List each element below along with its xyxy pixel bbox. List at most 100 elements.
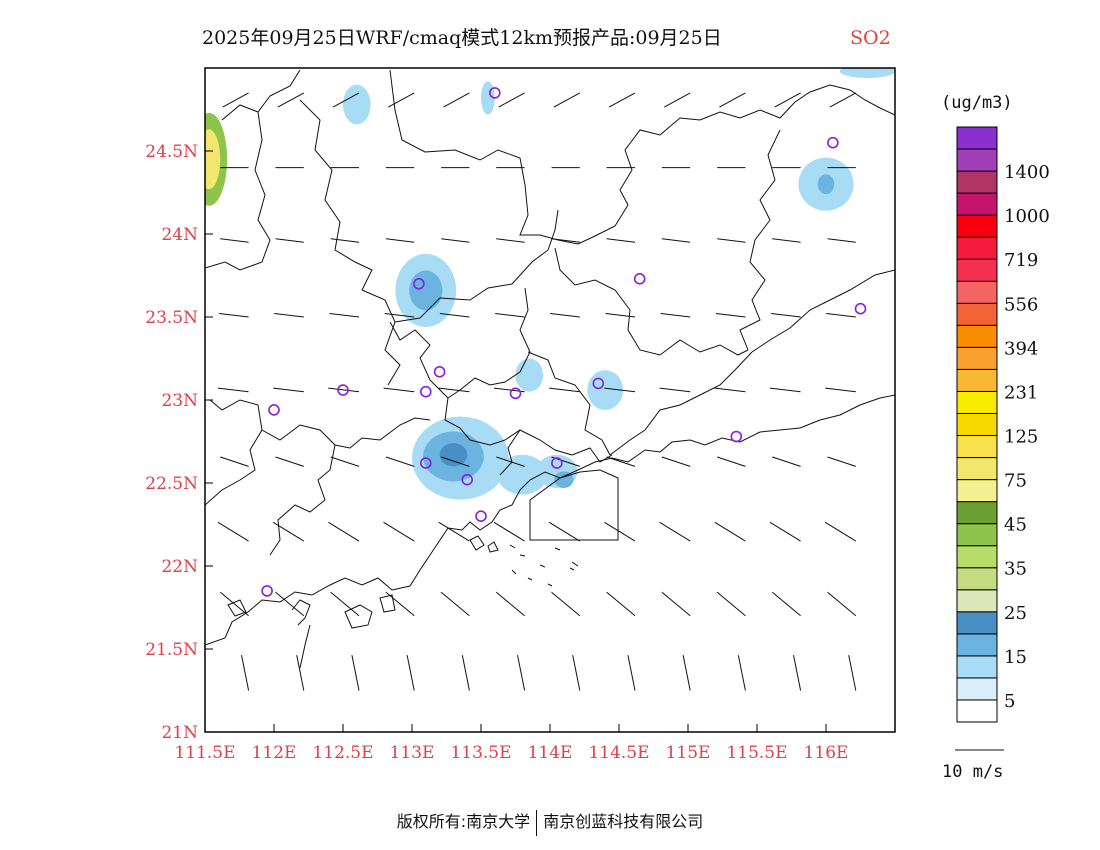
wind-arrow	[439, 388, 470, 393]
concentration-patch	[839, 68, 895, 78]
colorbar-label: 5	[1004, 691, 1015, 712]
station-marker	[730, 430, 743, 443]
wind-arrow	[849, 655, 857, 691]
wind-arrow	[683, 655, 691, 691]
colorbar-label: 1400	[1004, 162, 1050, 183]
concentration-patch	[515, 358, 544, 392]
wind-arrow	[219, 313, 249, 318]
colorbar: 5 15 25 35 45 75 125 231 394 556 719 1000 1400	[956, 126, 1050, 723]
colorbar-segment	[956, 170, 998, 194]
wind-legend: 10 m/s	[942, 750, 1004, 782]
wind-arrow	[273, 388, 304, 393]
x-tick-label: 112E	[252, 743, 297, 763]
wind-arrow	[220, 592, 249, 617]
x-tick-label: 115E	[666, 743, 711, 763]
wind-arrow	[388, 92, 415, 107]
wind-arrow	[717, 457, 746, 467]
y-tick-label: 22.5N	[145, 474, 198, 494]
wind-arrow	[794, 655, 802, 691]
wind-arrow	[830, 92, 857, 107]
wind-arrow	[717, 239, 746, 243]
so2-concentration-field	[205, 68, 895, 500]
station-marker	[827, 136, 839, 149]
wind-arrow	[828, 592, 857, 617]
colorbar-label: 719	[1004, 250, 1038, 271]
colorbar-label: 35	[1004, 559, 1027, 580]
station-marker	[337, 384, 349, 396]
concentration-patch	[439, 443, 468, 467]
wind-arrow	[716, 313, 746, 318]
wind-arrow	[274, 313, 304, 318]
colorbar-segment	[956, 390, 998, 414]
wind-arrow	[717, 592, 746, 617]
colorbar-segment	[956, 501, 998, 525]
colorbar-label: 556	[1004, 294, 1038, 315]
wind-arrow	[828, 457, 856, 467]
wind-arrow	[660, 388, 691, 393]
wind-arrow	[276, 457, 304, 467]
wind-arrow	[278, 92, 305, 107]
colorbar-segment	[956, 192, 998, 216]
y-tick-label: 21N	[161, 723, 198, 743]
station-marker	[419, 457, 432, 469]
wind-arrow	[549, 522, 581, 542]
colorbar-segment	[956, 589, 998, 613]
wind-arrow	[407, 655, 415, 691]
y-tick-label: 24N	[161, 225, 198, 245]
wind-arrow	[518, 655, 526, 691]
station-marker	[475, 510, 487, 523]
wind-arrow	[297, 655, 305, 691]
wind-arrow	[384, 522, 415, 542]
wind-arrow	[664, 92, 691, 107]
wind-arrow	[386, 239, 415, 243]
wind-arrow	[660, 522, 691, 542]
axis-ticks: 111.5E 112E 112.5E 113E 113.5E 114E 114.5E 115E…	[145, 142, 848, 763]
station-marker	[268, 404, 280, 416]
wind-arrow	[607, 457, 636, 467]
wind-arrow	[604, 522, 636, 542]
chart-title: 2025年09月25日WRF/cmaq模式12km预报产品:09月25日	[202, 27, 722, 49]
colorbar-label: 1000	[1004, 206, 1050, 227]
wind-arrow	[826, 313, 856, 318]
wind-arrow	[606, 313, 636, 318]
footer-separator	[536, 809, 538, 836]
wind-arrow	[628, 655, 636, 691]
wind-arrow	[552, 592, 581, 617]
station-marker	[509, 387, 522, 400]
map-background	[205, 68, 895, 732]
colorbar-label: 45	[1004, 515, 1027, 536]
colorbar-segment	[956, 236, 998, 260]
colorbar-segment	[956, 346, 998, 370]
colorbar-label: 15	[1004, 647, 1027, 668]
colorbar-label: 75	[1004, 471, 1027, 492]
wind-arrow	[273, 522, 305, 542]
colorbar-segment	[956, 412, 998, 437]
wind-arrow	[825, 388, 856, 393]
station-marker	[488, 87, 501, 99]
y-tick-label: 22N	[161, 557, 198, 577]
wind-arrow	[386, 457, 415, 467]
y-tick-label: 24.5N	[145, 142, 198, 162]
station-marker	[592, 377, 605, 390]
wind-arrow	[554, 92, 581, 107]
wind-arrow	[715, 388, 746, 393]
wind-arrow	[276, 239, 304, 243]
colorbar-segment	[956, 633, 998, 657]
wind-arrow	[386, 592, 415, 617]
wind-arrow	[352, 655, 360, 691]
concentration-patch	[343, 84, 371, 125]
wind-arrow	[772, 239, 801, 243]
wind-arrow	[440, 313, 470, 318]
colorbar-segment	[956, 611, 998, 635]
concentration-patch	[205, 129, 221, 190]
wind-arrow	[441, 239, 470, 243]
wind-arrow	[495, 313, 525, 318]
wind-arrow	[662, 457, 691, 467]
wind-arrow	[550, 313, 580, 318]
station-marker	[633, 273, 646, 285]
copyright-footer: 版权所有:南京大学 南京创蓝科技有限公司	[0, 808, 1100, 836]
concentration-patch	[587, 370, 624, 410]
y-tick-label: 23N	[161, 391, 198, 411]
wind-arrow	[223, 92, 249, 107]
